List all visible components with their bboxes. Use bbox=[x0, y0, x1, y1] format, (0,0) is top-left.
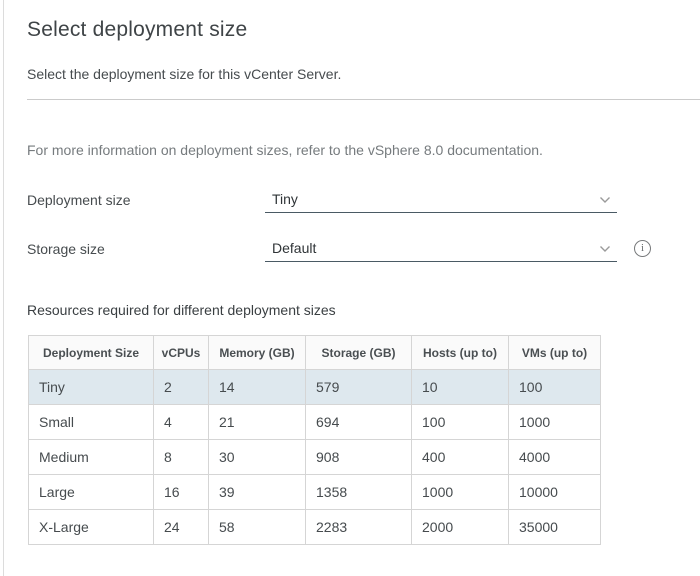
cell-vcpus: 24 bbox=[153, 509, 209, 545]
cell-vms: 10000 bbox=[508, 474, 601, 510]
cell-deployment-size: Medium bbox=[28, 439, 154, 475]
deployment-size-label: Deployment size bbox=[27, 192, 131, 208]
cell-memory: 21 bbox=[208, 404, 306, 440]
cell-vcpus: 8 bbox=[153, 439, 209, 475]
resources-table-caption: Resources required for different deploym… bbox=[27, 302, 336, 318]
storage-size-select[interactable]: Default bbox=[265, 235, 617, 262]
cell-hosts: 100 bbox=[411, 404, 509, 440]
chevron-down-icon bbox=[599, 196, 611, 204]
section-divider bbox=[27, 99, 700, 100]
cell-storage: 579 bbox=[305, 369, 412, 405]
column-header: Storage (GB) bbox=[305, 335, 412, 370]
table-row: X-Large 24 58 2283 2000 35000 bbox=[28, 509, 601, 545]
cell-hosts: 10 bbox=[411, 369, 509, 405]
cell-deployment-size: Small bbox=[28, 404, 154, 440]
page-title: Select deployment size bbox=[27, 18, 248, 41]
cell-storage: 1358 bbox=[305, 474, 412, 510]
cell-memory: 39 bbox=[208, 474, 306, 510]
cell-deployment-size: Tiny bbox=[28, 369, 154, 405]
deployment-sizes-info-text: For more information on deployment sizes… bbox=[27, 142, 543, 158]
cell-vms: 1000 bbox=[508, 404, 601, 440]
chevron-down-icon bbox=[599, 245, 611, 253]
cell-storage: 694 bbox=[305, 404, 412, 440]
cell-storage: 908 bbox=[305, 439, 412, 475]
info-circle-icon[interactable]: i bbox=[634, 240, 651, 257]
deployment-size-value: Tiny bbox=[272, 191, 298, 207]
cell-storage: 2283 bbox=[305, 509, 412, 545]
cell-memory: 30 bbox=[208, 439, 306, 475]
cell-vcpus: 4 bbox=[153, 404, 209, 440]
cell-hosts: 1000 bbox=[411, 474, 509, 510]
cell-memory: 14 bbox=[208, 369, 306, 405]
cell-memory: 58 bbox=[208, 509, 306, 545]
table-row: Large 16 39 1358 1000 10000 bbox=[28, 474, 601, 510]
cell-deployment-size: Large bbox=[28, 474, 154, 510]
cell-hosts: 400 bbox=[411, 439, 509, 475]
cell-vcpus: 2 bbox=[153, 369, 209, 405]
table-row: Small 4 21 694 100 1000 bbox=[28, 404, 601, 440]
column-header: Memory (GB) bbox=[208, 335, 306, 370]
cell-vms: 4000 bbox=[508, 439, 601, 475]
column-header: Deployment Size bbox=[28, 335, 154, 370]
page-subtitle: Select the deployment size for this vCen… bbox=[27, 66, 342, 82]
table-row: Tiny 2 14 579 10 100 bbox=[28, 369, 601, 405]
cell-vms: 100 bbox=[508, 369, 601, 405]
column-header: vCPUs bbox=[153, 335, 209, 370]
cell-deployment-size: X-Large bbox=[28, 509, 154, 545]
table-row: Medium 8 30 908 400 4000 bbox=[28, 439, 601, 475]
cell-vcpus: 16 bbox=[153, 474, 209, 510]
column-header: VMs (up to) bbox=[508, 335, 601, 370]
column-header: Hosts (up to) bbox=[411, 335, 509, 370]
storage-size-value: Default bbox=[272, 240, 317, 256]
panel-left-border bbox=[3, 0, 4, 576]
cell-hosts: 2000 bbox=[411, 509, 509, 545]
resources-table: Deployment Size vCPUs Memory (GB) Storag… bbox=[28, 335, 601, 545]
storage-size-label: Storage size bbox=[27, 241, 105, 257]
cell-vms: 35000 bbox=[508, 509, 601, 545]
deployment-size-select[interactable]: Tiny bbox=[265, 186, 617, 213]
table-header-row: Deployment Size vCPUs Memory (GB) Storag… bbox=[28, 335, 601, 370]
